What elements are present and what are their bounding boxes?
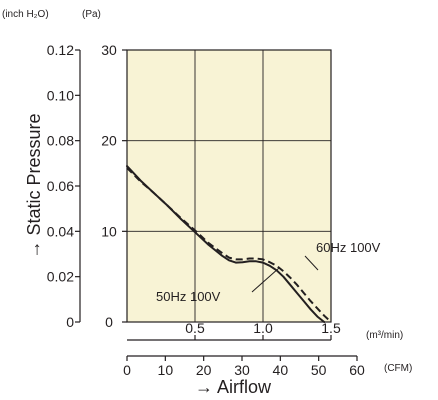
cfm-tick-label: 50 xyxy=(311,362,327,378)
pa-tick-label: 10 xyxy=(101,223,117,239)
inch-tick-label: 0.04 xyxy=(47,223,74,239)
annotation-leader-50hz xyxy=(251,267,280,293)
annotation-leader-60hz xyxy=(304,255,319,271)
annotation-60hz-label: 60Hz 100V xyxy=(316,240,381,255)
cfm-tick-label: 30 xyxy=(234,362,250,378)
x-axis-title: → Airflow xyxy=(195,377,272,397)
pa-tick-label: 20 xyxy=(101,133,117,149)
cfm-tick-label: 10 xyxy=(158,362,174,378)
inch-tick-label: 0.12 xyxy=(47,42,74,58)
unit-pa-label: (Pa) xyxy=(82,9,101,20)
pa-tick-label: 0 xyxy=(105,314,113,330)
cfm-tick-label: 60 xyxy=(349,362,365,378)
annotation-50hz-label: 50Hz 100V xyxy=(156,289,221,304)
inch-tick-label: 0.10 xyxy=(47,87,74,103)
grid-lines xyxy=(127,50,331,322)
unit-m3-label: (m³/min) xyxy=(366,330,403,341)
plot-frame xyxy=(126,49,332,323)
pa-tick-label: 30 xyxy=(101,42,117,58)
inch-tick-label: 0 xyxy=(66,314,74,330)
unit-cfm-label: (CFM) xyxy=(384,363,412,374)
m3-tick-label: 0.5 xyxy=(185,320,205,336)
series-lines xyxy=(126,165,332,323)
m3-tick-label: 1.5 xyxy=(321,320,341,336)
cfm-tick-label: 20 xyxy=(196,362,212,378)
cfm-tick-label: 40 xyxy=(273,362,289,378)
plot-background xyxy=(127,50,331,322)
unit-inch-label: (inch H₂O) xyxy=(2,9,49,20)
series-line-60hz xyxy=(126,167,332,323)
cfm-tick-label: 0 xyxy=(123,362,131,378)
axis-ticks: 0 10 20 30 0.5 1.0 1.5 0 0.02 0.04 0.06 0.08 0.10 0.1… xyxy=(47,42,365,378)
m3-tick-label: 1.0 xyxy=(253,320,273,336)
inch-tick-label: 0.06 xyxy=(47,178,74,194)
inch-tick-label: 0.02 xyxy=(47,269,74,285)
y-axis-title: → Static Pressure xyxy=(24,113,44,258)
inch-tick-label: 0.08 xyxy=(47,133,74,149)
